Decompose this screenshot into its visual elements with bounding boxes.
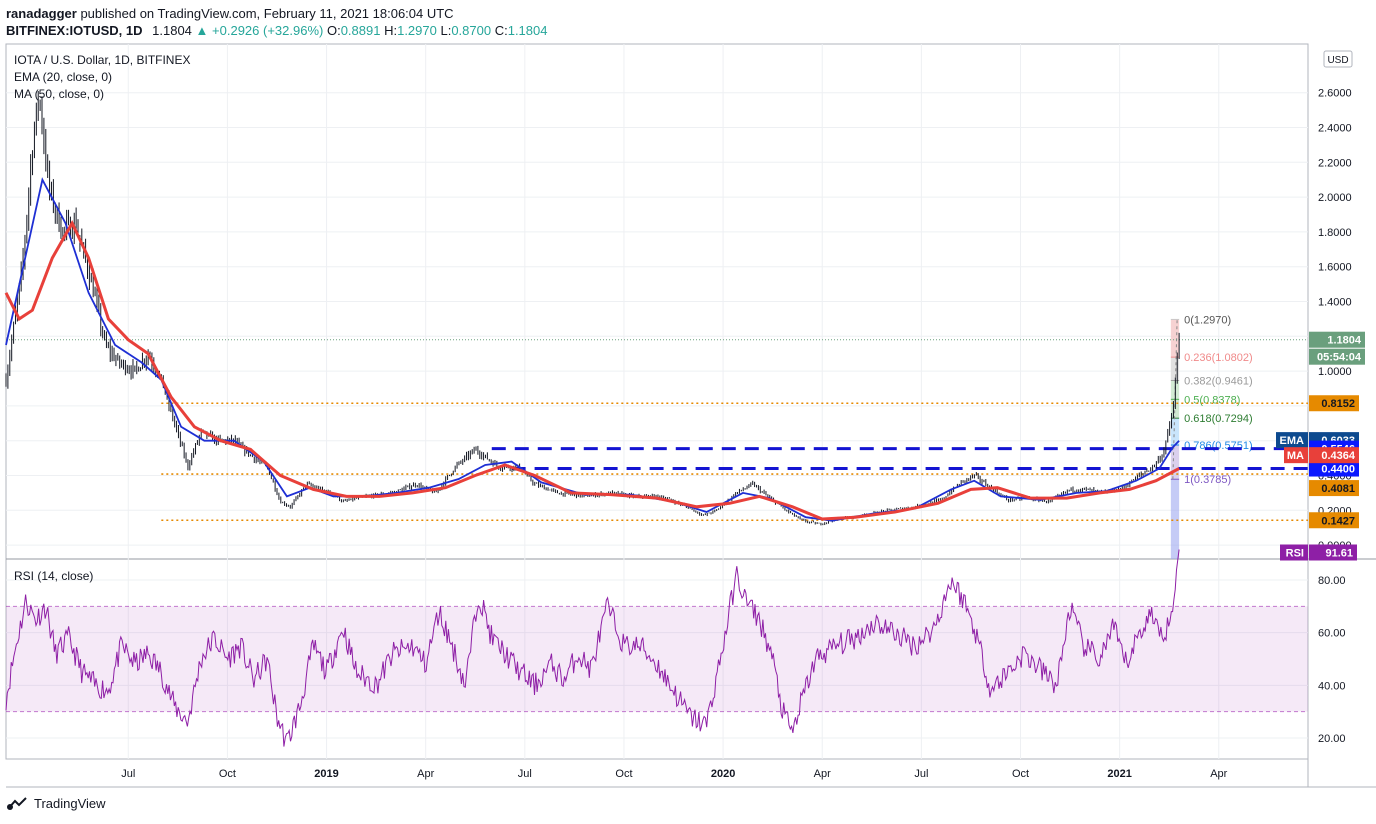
fib-label: 0.618(0.7294) xyxy=(1184,413,1253,425)
rsi-axis-tick: 60.00 xyxy=(1318,628,1346,640)
price-tags: 1.180405:54:040.81520.6033EMA0.55460.440… xyxy=(1276,331,1365,561)
author-name[interactable]: ranadagger xyxy=(6,6,77,21)
level-tag-bg xyxy=(1309,480,1359,497)
last-price-tag-bg xyxy=(1309,331,1365,348)
rsi-axis-tick: 40.00 xyxy=(1318,680,1346,692)
ma-name-tag-text: MA xyxy=(1287,450,1304,462)
time-axis-tick: Apr xyxy=(1210,768,1227,780)
ma-line xyxy=(4,219,1180,521)
rsi-band xyxy=(6,605,1308,713)
blue-level-tag-text: 0.4400 xyxy=(1321,464,1355,476)
time-axis-tick: Oct xyxy=(615,768,632,780)
fibonacci-retracement[interactable]: 0(1.2970) 0.236(1.0802) 0.382(0.9461) 0.5(0… xyxy=(1170,314,1253,559)
fib-extension-zone xyxy=(1170,479,1180,559)
fib-zone xyxy=(1170,357,1180,381)
published-text: published on TradingView.com, February 1… xyxy=(80,6,454,21)
rsi-value-tag-bg xyxy=(1309,544,1357,561)
ma-value-tag-text: 0.4364 xyxy=(1321,450,1356,462)
last-price: 1.1804 xyxy=(152,23,192,38)
price-axis-tick: 1.8000 xyxy=(1318,227,1352,239)
rsi-band-fill xyxy=(6,606,1308,712)
price-axis-tick: 2.6000 xyxy=(1318,88,1352,100)
price-axis-tick: 1.6000 xyxy=(1318,262,1352,274)
fib-label: 0(1.2970) xyxy=(1184,314,1231,326)
price-axis-tick: 2.4000 xyxy=(1318,123,1352,135)
level-tag-text: 0.4081 xyxy=(1321,483,1355,495)
countdown-tag-text: 05:54:04 xyxy=(1317,352,1362,364)
ema-name-tag-text: EMA xyxy=(1280,435,1305,447)
fib-label: 0.236(1.0802) xyxy=(1184,352,1253,364)
fib-zone xyxy=(1170,445,1180,480)
last-price-tag-text: 1.1804 xyxy=(1327,335,1362,347)
time-axis-tick: Jul xyxy=(914,768,928,780)
grid xyxy=(6,44,1308,759)
open-label: O: xyxy=(326,23,341,38)
time-axis-tick: Jul xyxy=(518,768,532,780)
ema-line xyxy=(5,177,1180,522)
ema-name-tag-bg xyxy=(1276,432,1308,449)
legend-ema[interactable]: EMA (20, close, 0) xyxy=(14,70,112,84)
legend-rsi[interactable]: RSI (14, close) xyxy=(14,569,93,583)
fib-label: 0.786(0.5751) xyxy=(1184,440,1253,452)
time-axis-tick: Apr xyxy=(417,768,434,780)
price-series xyxy=(4,90,1180,526)
publisher-line: ranadagger published on TradingView.com,… xyxy=(6,6,454,21)
time-axis-tick: Oct xyxy=(219,768,236,780)
symbol-text: BITFINEX:IOTUSD, 1D xyxy=(6,23,143,38)
level-tag-text: 0.8152 xyxy=(1321,398,1355,410)
high-value: 1.2970 xyxy=(397,23,437,38)
open-value: 0.8891 xyxy=(340,23,381,38)
time-axis-tick: Oct xyxy=(1012,768,1029,780)
fib-zone xyxy=(1170,319,1180,358)
rsi-name-tag-bg xyxy=(1280,544,1308,561)
rsi-axis-tick: 20.00 xyxy=(1318,733,1346,745)
rsi-name-tag-text: RSI xyxy=(1286,548,1304,560)
price-axis-tick: 1.0000 xyxy=(1318,366,1352,378)
fib-zone xyxy=(1170,418,1180,446)
rsi-value-tag-text: 91.61 xyxy=(1325,548,1353,560)
legend-title: IOTA / U.S. Dollar, 1D, BITFINEX xyxy=(14,53,190,67)
fib-label: 0.382(0.9461) xyxy=(1184,375,1253,387)
footer-brand-label: TradingView xyxy=(34,796,106,811)
low-value: 0.8700 xyxy=(451,23,492,38)
fib-label: 1(0.3785) xyxy=(1184,474,1231,486)
low-label: L: xyxy=(440,23,452,38)
change-value: +0.2926 (+32.96%) xyxy=(212,23,324,38)
price-axis-tick: 2.0000 xyxy=(1318,192,1352,204)
ma-value-tag-bg xyxy=(1309,447,1359,464)
high-label: H: xyxy=(384,23,398,38)
price-axis-tick: 2.2000 xyxy=(1318,157,1352,169)
fib-label: 0.5(0.8378) xyxy=(1184,394,1240,406)
change-arrow-icon: ▲ xyxy=(195,23,209,38)
currency-box[interactable] xyxy=(1323,50,1353,68)
currency-label: USD xyxy=(1327,55,1348,66)
price-axis-tick: 1.4000 xyxy=(1318,297,1352,309)
legend-ma[interactable]: MA (50, close, 0) xyxy=(14,87,104,101)
level-tag-bg xyxy=(1309,512,1359,529)
rsi-series xyxy=(5,549,1180,747)
ohlc-line: BITFINEX:IOTUSD, 1D 1.1804 ▲ +0.2926 (+3… xyxy=(6,23,547,38)
blue-level-tag-bg xyxy=(1309,460,1359,477)
time-axis-tick: 2020 xyxy=(711,768,735,780)
time-axis-tick: 2021 xyxy=(1107,768,1131,780)
countdown-tag-bg xyxy=(1309,348,1365,365)
level-tag-bg xyxy=(1309,395,1359,412)
time-axis-tick: 2019 xyxy=(314,768,338,780)
tradingview-logo-icon xyxy=(7,796,27,810)
close-value: 1.1804 xyxy=(507,23,548,38)
time-axis-tick: Jul xyxy=(121,768,135,780)
close-label: C: xyxy=(494,23,508,38)
ma-name-tag-bg xyxy=(1284,447,1308,464)
footer-brand[interactable]: TradingView xyxy=(6,796,106,811)
rsi-axis-tick: 80.00 xyxy=(1318,575,1346,587)
level-tag-text: 0.1427 xyxy=(1321,515,1355,527)
time-axis-tick: Apr xyxy=(814,768,831,780)
rsi-line xyxy=(5,549,1180,747)
